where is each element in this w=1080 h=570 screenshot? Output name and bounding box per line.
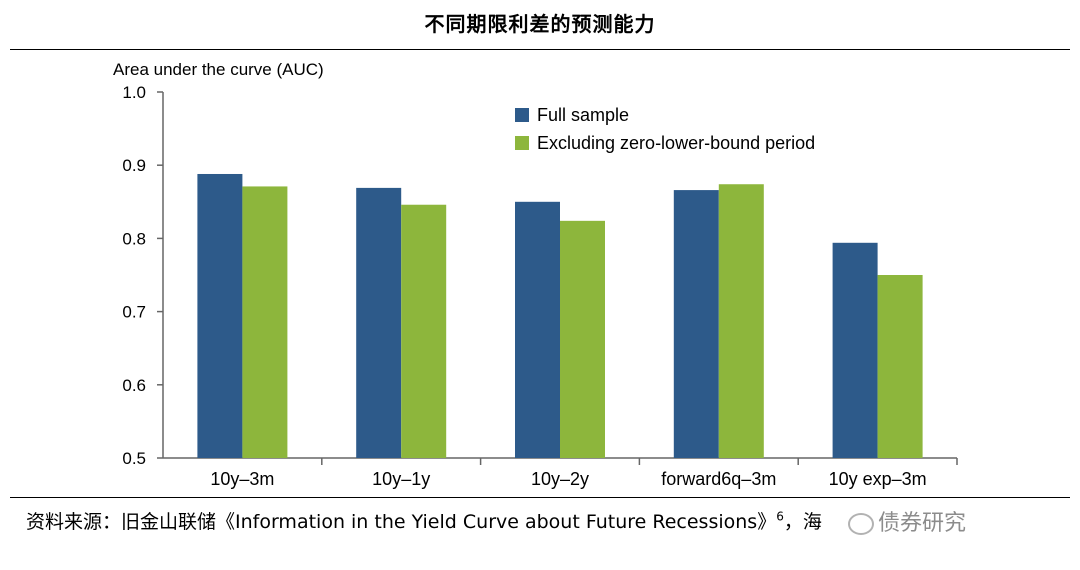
y-axis-label: Area under the curve (AUC) xyxy=(113,60,324,79)
bar-full-sample-3 xyxy=(673,190,719,458)
source-suffix: ，海 xyxy=(783,511,822,533)
watermark: 债券研究 xyxy=(848,505,966,537)
chart-title: 不同期限利差的预测能力 xyxy=(424,12,656,36)
legend-swatch xyxy=(515,136,529,150)
source-footnote: 6 xyxy=(776,509,784,524)
bar-excl-zlb-0 xyxy=(242,186,288,459)
y-tick-label: 1.0 xyxy=(122,83,146,102)
source-note: 资料来源：旧金山联储《Information in the Yield Curv… xyxy=(26,507,822,534)
wechat-icon xyxy=(848,513,874,535)
bottom-rule xyxy=(10,497,1070,498)
x-tick-label: 10y exp–3m xyxy=(829,469,927,489)
bar-chart: Area under the curve (AUC) 0.50.60.70.80… xyxy=(113,60,958,489)
bars xyxy=(197,173,923,459)
y-tick-label: 0.8 xyxy=(122,229,146,248)
bar-excl-zlb-3 xyxy=(718,184,764,458)
x-tick-label: 10y–1y xyxy=(372,469,430,489)
y-tick-label: 0.9 xyxy=(122,156,146,175)
bar-excl-zlb-1 xyxy=(401,204,447,458)
legend: Full sample Excluding zero-lower-bound pe… xyxy=(515,105,815,153)
y-tick-label: 0.7 xyxy=(122,303,146,322)
legend-swatch xyxy=(515,108,529,122)
x-tick-label: 10y–2y xyxy=(531,469,589,489)
source-prefix: 资料来源：旧金山联储《Information in the Yield Curv… xyxy=(26,511,777,533)
bar-excl-zlb-4 xyxy=(877,275,923,458)
bar-full-sample-2 xyxy=(515,201,560,459)
x-ticks: 10y–3m 10y–1y 10y–2y forward6q–3m 10y exp–3m xyxy=(210,458,958,489)
bar-full-sample-0 xyxy=(197,173,243,458)
watermark-text: 债券研究 xyxy=(878,511,967,536)
y-tick-label: 0.6 xyxy=(122,376,146,395)
bar-full-sample-1 xyxy=(356,187,402,458)
bar-full-sample-4 xyxy=(832,242,878,458)
y-tick-label: 0.5 xyxy=(122,449,146,468)
x-tick-label: forward6q–3m xyxy=(661,469,776,489)
legend-label: Excluding zero-lower-bound period xyxy=(537,133,815,153)
y-ticks: 0.5 0.6 0.7 0.8 0.9 1.0 xyxy=(122,83,163,468)
top-rule xyxy=(10,49,1070,50)
x-tick-label: 10y–3m xyxy=(210,469,274,489)
bar-excl-zlb-2 xyxy=(560,220,605,458)
legend-label: Full sample xyxy=(537,105,629,125)
